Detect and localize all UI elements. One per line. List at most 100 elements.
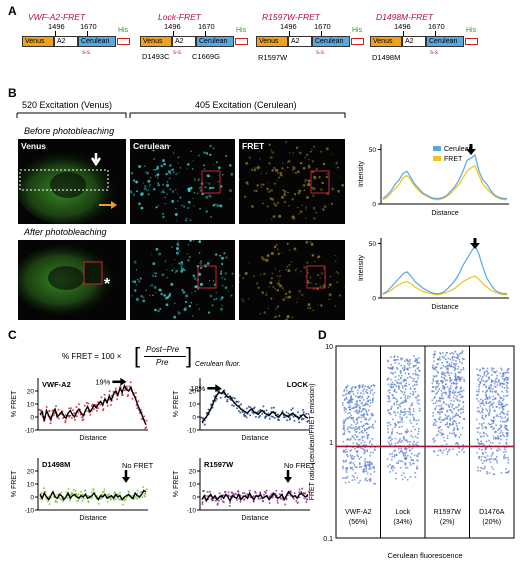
bracket-left: [ (134, 343, 141, 368)
speckle-dot (185, 219, 187, 222)
speckle-dot (331, 187, 335, 191)
speckle-dot (282, 298, 286, 301)
bleach-roi-box (197, 265, 217, 289)
down-arrow-icon (470, 238, 480, 249)
data-point (226, 398, 229, 401)
speckle-dot (305, 240, 309, 244)
tick-1670 (321, 31, 322, 37)
speckle-dot (187, 259, 190, 262)
speckle-dot (171, 246, 173, 248)
speckle-dot (133, 193, 135, 196)
speckle-dot (260, 183, 263, 186)
his-tag-label: His (466, 27, 477, 34)
fret-chart-r1597w: -10 0 10 20 % FRET Distance R1597W No FRET (173, 458, 316, 522)
speckle-dot (133, 260, 137, 264)
cerulean-label: Cerulean (133, 141, 170, 151)
data-point (118, 498, 121, 501)
speckle-dot (298, 290, 302, 293)
series-line-fret (382, 164, 507, 201)
speckle-dot (283, 289, 285, 292)
speckle-dot (154, 175, 157, 177)
speckle-dot (223, 278, 226, 281)
data-point (70, 416, 73, 419)
x-axis-label: Distance (241, 435, 268, 442)
cerulean-segment: Cerulean (426, 36, 464, 47)
data-point (229, 501, 231, 504)
speckle-dot (239, 273, 241, 277)
speckle-dot (174, 302, 176, 304)
speckle-dot (176, 200, 179, 202)
speckle-dot (248, 261, 251, 264)
speckle-dot (150, 184, 152, 185)
speckle-dot (328, 203, 330, 205)
speckle-dot (166, 193, 168, 196)
data-point (145, 419, 148, 422)
speckle-dot (225, 155, 227, 157)
data-point (302, 411, 305, 414)
category-percent-r1597w: (2%) (440, 519, 455, 526)
data-point (231, 404, 234, 407)
speckle-dot (278, 270, 280, 272)
speckle-dot (200, 266, 203, 270)
data-point (265, 409, 268, 412)
panel-c-letter: C (8, 328, 17, 342)
speckle-dot (140, 192, 144, 196)
data-point (207, 408, 210, 411)
speckle-dot (295, 146, 299, 149)
speckle-dot (270, 277, 273, 280)
speckle-dot (279, 171, 283, 175)
image-fret-before: FRET (239, 139, 345, 224)
speckle-dot (209, 153, 212, 156)
data-point (204, 494, 207, 497)
data-point (119, 491, 121, 494)
speckle-dot (221, 304, 223, 307)
data-point (236, 499, 238, 502)
data-point (249, 414, 252, 417)
speckle-dot (312, 187, 316, 191)
speckle-dot (253, 168, 257, 172)
speckle-dot (139, 277, 142, 280)
speckle-dot (192, 197, 194, 199)
data-point (251, 411, 254, 414)
speckle-dot (192, 240, 195, 242)
data-point (72, 488, 75, 491)
speckle-dot (251, 205, 254, 208)
data-point (202, 417, 205, 420)
speckle-dot (221, 256, 224, 260)
position-1496: 1496 (280, 22, 297, 31)
speckle-dot (267, 189, 271, 194)
speckle-dot (277, 252, 280, 255)
speckle-dot (181, 204, 183, 206)
data-point (144, 495, 147, 498)
speckle-dot (198, 240, 201, 243)
y-tick-label: 10 (189, 402, 197, 409)
data-point (87, 402, 90, 405)
speckle-dot (309, 307, 312, 309)
speckle-dot (154, 308, 157, 312)
speckle-dot (296, 301, 298, 304)
data-point (127, 491, 130, 494)
data-point (139, 491, 142, 494)
speckle-dot (248, 298, 250, 300)
speckle-dot (203, 164, 205, 167)
speckle-dot (177, 162, 179, 164)
speckle-dot (318, 176, 321, 179)
data-point (243, 492, 246, 495)
data-point (40, 409, 43, 412)
fret-ratio-strip-chart: 10 1 0.1 FRET ratio (cerulean/FRET emission… (309, 344, 515, 560)
speckle-dot (181, 289, 184, 291)
speckle-dot (262, 183, 265, 186)
speckle-dot (201, 193, 204, 196)
speckle-dot (282, 189, 285, 192)
speckle-dot (138, 165, 142, 168)
data-point (276, 413, 279, 416)
speckle-dot (311, 282, 313, 284)
speckle-dot (135, 180, 138, 184)
data-point (209, 490, 211, 493)
speckle-dot (193, 178, 196, 180)
data-point (203, 423, 206, 426)
speckle-dot (313, 145, 316, 148)
data-point (264, 492, 267, 495)
speckle-dot (162, 159, 165, 163)
speckle-dot (298, 293, 300, 295)
